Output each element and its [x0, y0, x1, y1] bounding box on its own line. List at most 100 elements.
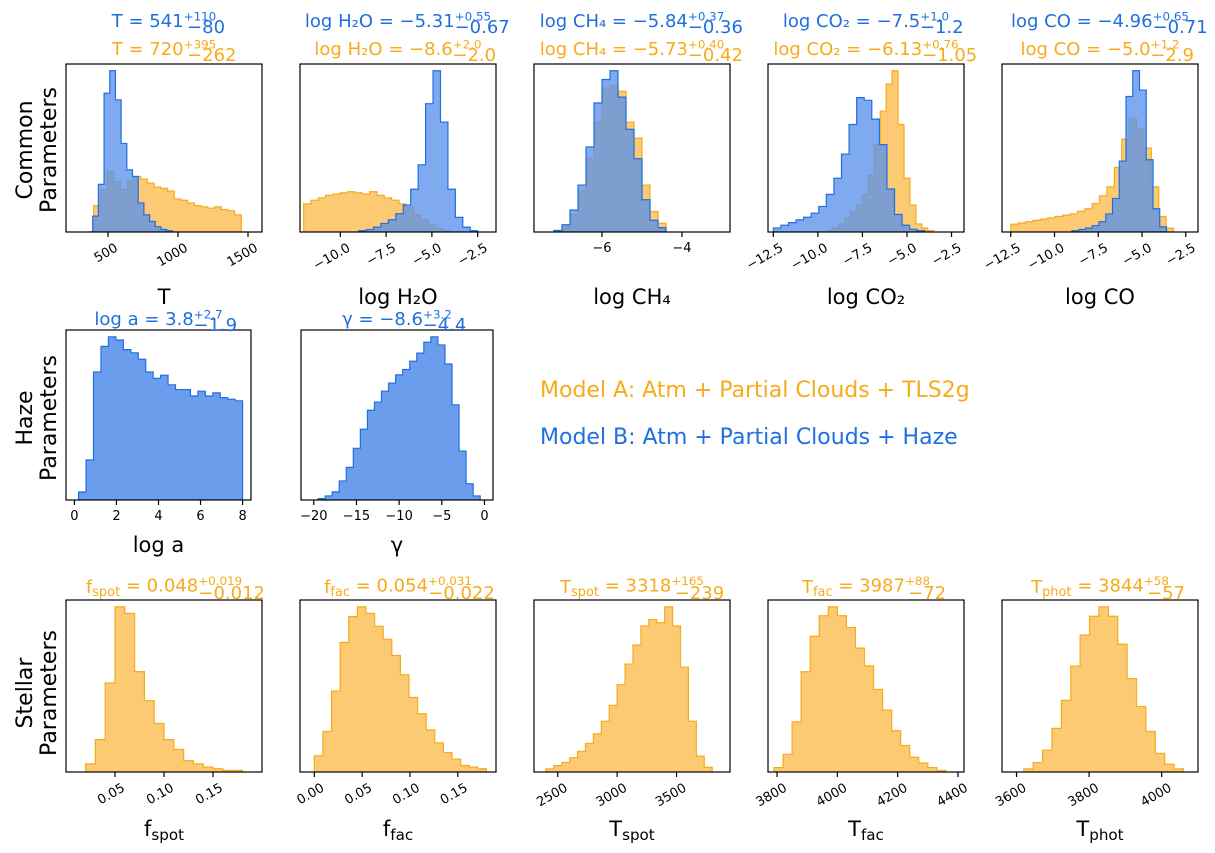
row-label-stellar-line2: Parameters	[37, 630, 62, 756]
ticklabel-logH2O-3: −2.5	[456, 241, 491, 270]
hist-logCO2-model-b	[772, 97, 926, 232]
legend: Model A: Atm + Partial Clouds + TLS2g Mo…	[540, 378, 970, 450]
title-a-Tfac: Tfac = 3987+88	[801, 574, 930, 600]
histograms-Tfac	[773, 606, 947, 772]
xlabel-logCO2: log CO₂	[827, 285, 905, 309]
ticklabel-logH2O-2: −5.0	[410, 241, 445, 270]
axes-frame-logCO	[1001, 63, 1199, 233]
hist-logH2O-model-b	[358, 70, 479, 232]
xlabel-T: T	[157, 285, 171, 309]
title-a-Tspot: Tspot = 3318+165	[559, 574, 704, 600]
axes-frame-logCH4	[533, 63, 731, 233]
ticklabel-Tphot-0: 3600	[993, 781, 1029, 811]
panel-ffac: 0.00 0.05 0.10 0.15 ffac ffac = 0.054+0.031−0…	[294, 574, 497, 844]
ticklabel-Tspot-1: 3000	[594, 781, 630, 811]
title-b-logH2O-lower: −0.67	[455, 17, 510, 38]
ticklabel-ffac-2: 0.10	[390, 781, 423, 808]
histograms-logCH4	[553, 70, 667, 232]
xlabel-Tphot: Tphot	[1075, 817, 1123, 844]
ticklabel-ffac-0: 0.00	[294, 781, 327, 808]
panel-Tspot: 2500 3000 3500 Tspot Tspot = 3318+165−239	[533, 574, 731, 844]
ticklabel-logCO2-2: −7.5	[840, 241, 875, 270]
ticklabel-Tfac-2: 4200	[874, 781, 910, 811]
ticklabel-gamma-3: −5	[432, 509, 451, 524]
hist-fspot-model-a	[85, 606, 243, 772]
title-a-T-lower: −262	[187, 45, 236, 66]
panel-logH2O: −10.0 −7.5 −5.0 −2.5 log H₂O log H₂O = −5.31+…	[299, 9, 510, 309]
hist-Tfac-model-a	[773, 606, 947, 772]
ticklabel-logCO2-0: −12.5	[744, 241, 786, 274]
xlabel-loga: log a	[133, 533, 185, 557]
axes-frame-logH2O	[299, 63, 497, 233]
ticklabel-Tfac-0: 3800	[754, 781, 790, 811]
title-a-logCO2: log CO₂ = −6.13+0.76	[773, 37, 958, 60]
hist-Tspot-model-a	[545, 606, 713, 772]
ticklabel-Tfac-1: 4000	[814, 781, 850, 811]
title-a-ffac: ffac = 0.054+0.031	[324, 574, 472, 600]
row-label-stellar-line1: Stellar	[13, 657, 38, 729]
row-label-haze-line1: Haze	[13, 390, 38, 445]
title-a-logH2O-lower: −2.0	[452, 45, 496, 66]
ticklabel-logCO-3: −5.0	[1120, 241, 1155, 270]
panel-loga: 0 2 4 6 8 log a log a = 3.8+2.7−1.9	[65, 307, 252, 557]
ticklabel-logH2O-0: −10.0	[311, 241, 353, 274]
ticklabel-logCH4-0: −6	[592, 241, 611, 256]
title-b-T-lower: −80	[187, 17, 225, 38]
panel-Tphot: 3600 3800 4000 Tphot Tphot = 3844+58−57	[993, 574, 1199, 844]
axes-frame-ffac	[299, 599, 497, 773]
hist-loga-model-b	[78, 336, 244, 500]
histograms-logCO2	[772, 70, 935, 232]
title-a-ffac-lower: −0.022	[428, 583, 495, 604]
title-a-logH2O: log H₂O = −8.6+2.0	[314, 37, 481, 60]
title-a-Tphot: Tphot = 3844+58	[1030, 574, 1169, 600]
xlabel-logCO: log CO	[1065, 285, 1135, 309]
histograms-loga	[78, 336, 244, 500]
title-b-logCO-lower: −0.71	[1152, 17, 1207, 38]
panel-logCO: −12.5 −10.0 −7.5 −5.0 −2.5 log CO log CO = −4.…	[981, 9, 1207, 309]
xlabel-Tfac: Tfac	[847, 817, 884, 844]
row-label-haze: Haze Parameters	[13, 355, 62, 481]
ticklabel-ffac-1: 0.05	[342, 781, 375, 808]
hist-T-model-b	[87, 70, 178, 232]
histograms-Tphot	[1023, 606, 1185, 772]
title-b-logCH4-lower: −0.36	[688, 17, 743, 38]
ticklabel-Tphot-2: 4000	[1138, 781, 1174, 811]
legend-model-b: Model B: Atm + Partial Clouds + Haze	[540, 425, 958, 450]
ticklabel-gamma-2: −10	[385, 509, 412, 524]
title-a-logCH4: log CH₄ = −5.73+0.40	[540, 37, 725, 60]
title-b-logCO: log CO = −4.96+0.65	[1011, 9, 1189, 32]
ticklabel-loga-3: 6	[196, 509, 204, 524]
title-a-logCO-lower: −2.9	[1150, 45, 1194, 66]
ticklabel-logCO2-4: −2.5	[929, 241, 964, 270]
ticklabel-logCO-0: −12.5	[981, 241, 1023, 274]
title-a-logCH4-lower: −0.42	[688, 45, 743, 66]
ticklabel-logCO-4: −2.5	[1164, 241, 1199, 270]
hist-logCH4-model-b	[553, 70, 667, 232]
ticklabel-Tspot-0: 2500	[534, 781, 570, 811]
ticklabel-fspot-1: 0.10	[144, 781, 177, 808]
title-b-gamma: γ = −8.6+3.2	[342, 307, 452, 330]
axes-frame-T	[65, 63, 263, 233]
xlabel-gamma: γ	[391, 533, 403, 557]
histograms-ffac	[313, 606, 488, 772]
histograms-Tspot	[545, 606, 713, 772]
ticklabel-logCH4-1: −4	[672, 241, 691, 256]
title-a-Tfac-lower: −72	[908, 583, 946, 604]
xlabel-ffac: ffac	[383, 817, 413, 844]
title-a-logCO: log CO = −5.0+1.2	[1021, 37, 1180, 60]
ticklabel-logCO2-3: −5.0	[885, 241, 920, 270]
title-b-logH2O: log H₂O = −5.31+0.55	[305, 9, 491, 32]
panels: 500 1000 1500 T T = 541+110−80T = 720+395−26…	[65, 9, 1208, 844]
title-b-loga-lower: −1.9	[193, 315, 237, 336]
ticklabel-logCO-2: −7.5	[1076, 241, 1111, 270]
ticklabel-fspot-2: 0.15	[193, 781, 226, 808]
panel-logCH4: −6 −4 log CH₄ log CH₄ = −5.84+0.37−0.36log …	[533, 9, 743, 309]
axes-frame-Tphot	[1001, 599, 1199, 773]
title-b-logCH4: log CH₄ = −5.84+0.37	[540, 9, 725, 32]
hist-Tphot-model-a	[1023, 606, 1185, 772]
title-b-logCO2-lower: −1.2	[920, 17, 964, 38]
ticklabel-Tphot-1: 3800	[1066, 781, 1102, 811]
title-a-Tphot-lower: −57	[1147, 583, 1185, 604]
xlabel-Tspot: Tspot	[608, 817, 655, 844]
